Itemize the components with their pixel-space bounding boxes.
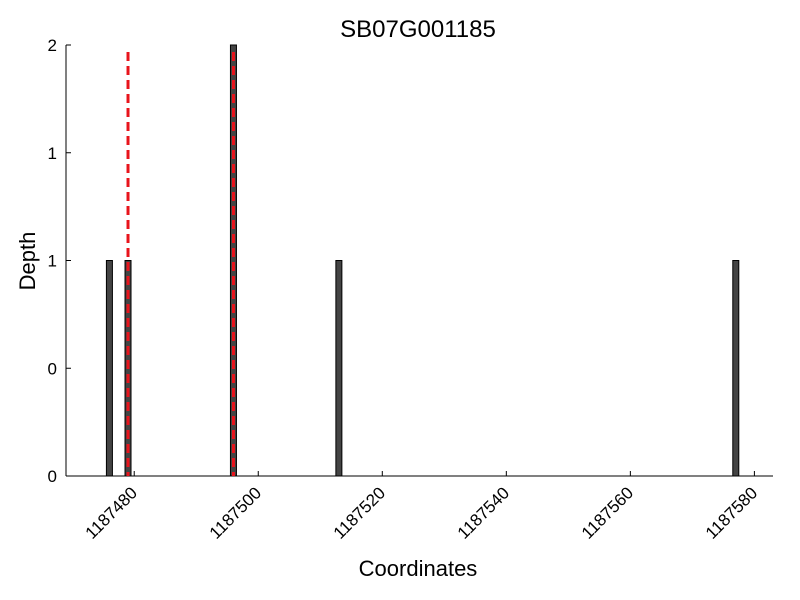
y-tick-label: 1 xyxy=(48,252,57,271)
x-tick-label: 1187560 xyxy=(578,483,637,542)
x-tick-label: 1187480 xyxy=(82,483,141,542)
x-axis-label: Coordinates xyxy=(359,556,478,581)
depth-bar xyxy=(105,260,113,477)
depth-bar xyxy=(732,260,740,477)
y-tick-label: 0 xyxy=(48,467,57,486)
x-tick-label: 1187500 xyxy=(206,483,265,542)
y-axis-label: Depth xyxy=(15,232,40,291)
plot-area: 0 0 1 1 2 1187480 1187500 1187520 1187540 1187560… xyxy=(48,36,773,543)
chart-title: SB07G001185 xyxy=(340,16,496,43)
y-tick-label: 2 xyxy=(48,36,57,55)
y-tick-label: 0 xyxy=(48,359,57,378)
x-tick-label: 1187540 xyxy=(454,483,513,542)
x-tick-label: 1187520 xyxy=(330,483,389,542)
depth-bar xyxy=(335,260,343,477)
x-tick-label: 1187580 xyxy=(702,483,761,542)
y-tick-label: 1 xyxy=(48,144,57,163)
